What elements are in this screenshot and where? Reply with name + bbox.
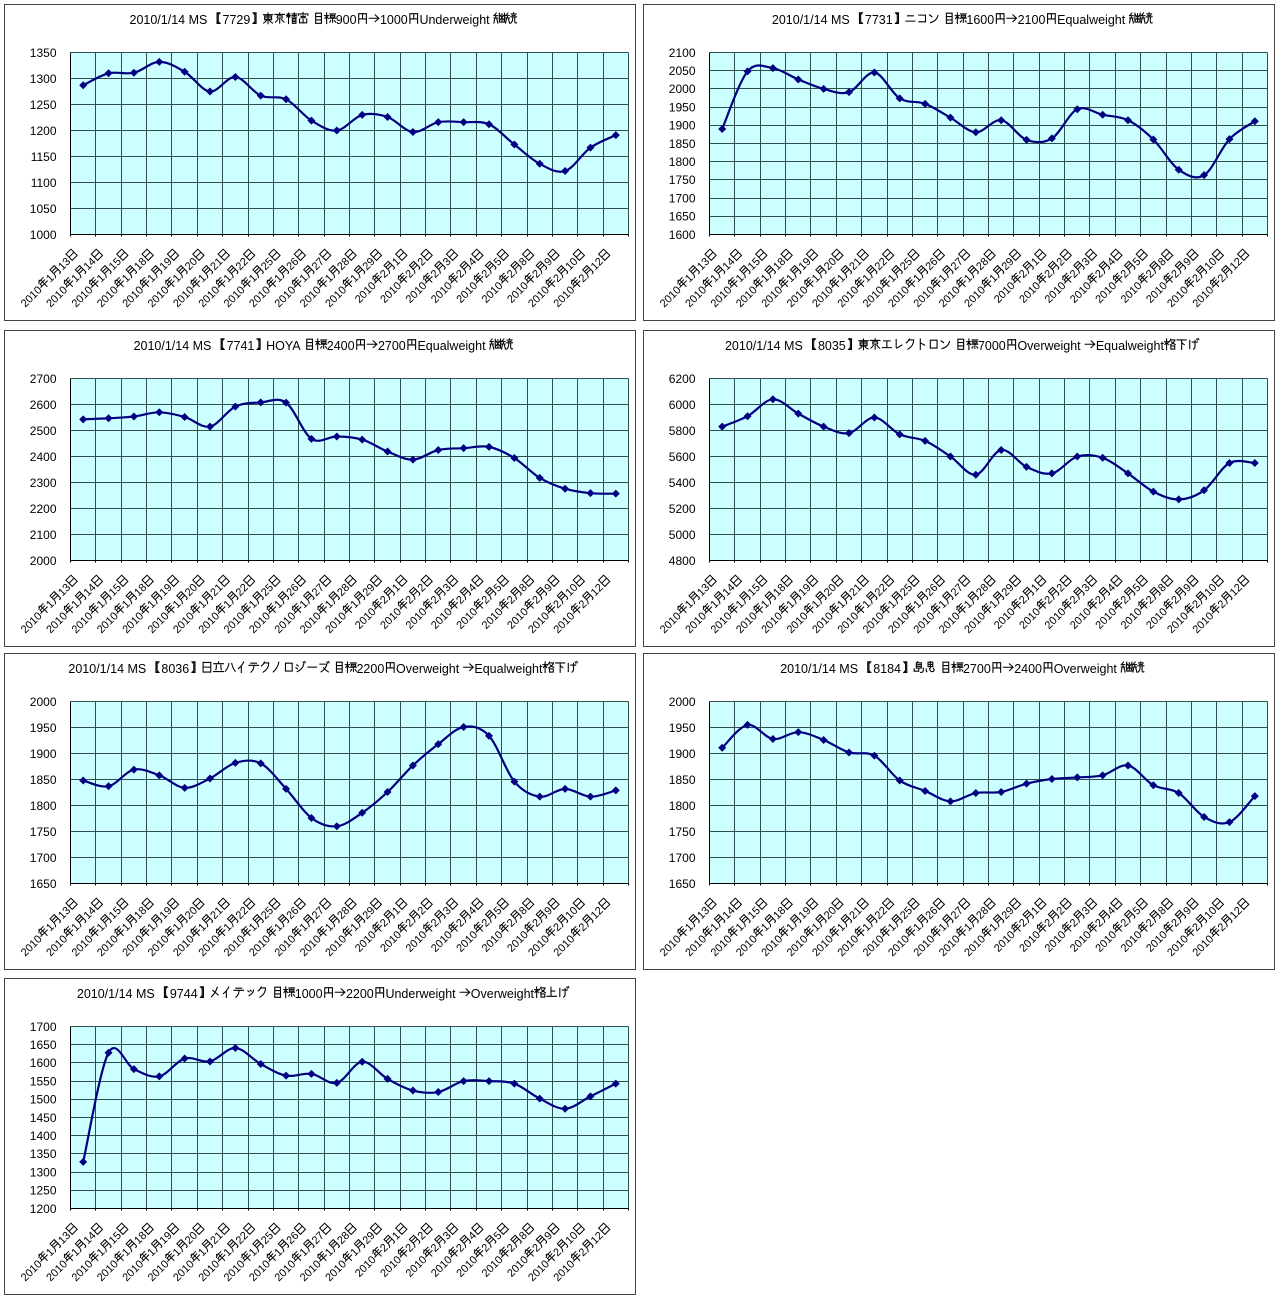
- svg-text:1700: 1700: [30, 851, 57, 865]
- svg-text:1850: 1850: [30, 773, 57, 787]
- svg-text:Underweight: Underweight: [419, 13, 490, 27]
- svg-text:1350: 1350: [30, 1147, 57, 1161]
- svg-text:1000: 1000: [295, 987, 323, 1001]
- svg-text:7741: 7741: [227, 339, 255, 353]
- svg-text:2300: 2300: [30, 476, 57, 490]
- svg-text:7731: 7731: [865, 13, 893, 27]
- svg-text:2010/1/14 MS: 2010/1/14 MS: [77, 987, 155, 1001]
- svg-text:Overweight: Overweight: [1054, 662, 1118, 676]
- svg-text:2000: 2000: [30, 695, 57, 709]
- svg-text:2700: 2700: [963, 662, 991, 676]
- svg-text:2400: 2400: [327, 339, 355, 353]
- svg-text:1050: 1050: [30, 202, 57, 216]
- svg-text:1000: 1000: [30, 228, 57, 242]
- svg-text:1800: 1800: [669, 155, 696, 169]
- svg-text:1300: 1300: [30, 1165, 57, 1179]
- svg-text:7000: 7000: [978, 339, 1006, 353]
- svg-text:1650: 1650: [30, 1038, 57, 1052]
- svg-text:7729: 7729: [223, 13, 251, 27]
- svg-text:1650: 1650: [669, 210, 696, 224]
- svg-text:2700: 2700: [30, 372, 57, 386]
- svg-text:8036: 8036: [161, 662, 189, 676]
- svg-text:1750: 1750: [669, 173, 696, 187]
- svg-text:2400: 2400: [1014, 662, 1042, 676]
- svg-text:2010/1/14 MS: 2010/1/14 MS: [68, 662, 146, 676]
- svg-text:1850: 1850: [669, 773, 696, 787]
- svg-text:1700: 1700: [30, 1020, 57, 1034]
- svg-text:1100: 1100: [31, 176, 57, 190]
- svg-text:2000: 2000: [30, 554, 57, 568]
- svg-text:1700: 1700: [669, 191, 696, 205]
- svg-text:2010/1/14 MS: 2010/1/14 MS: [134, 339, 212, 353]
- svg-text:2600: 2600: [30, 398, 57, 412]
- svg-text:Equalweight: Equalweight: [474, 662, 543, 676]
- svg-text:1600: 1600: [30, 1056, 57, 1070]
- svg-text:1950: 1950: [30, 721, 57, 735]
- svg-text:2050: 2050: [669, 64, 696, 78]
- svg-text:2100: 2100: [30, 528, 57, 542]
- svg-text:Overweight: Overweight: [1017, 339, 1081, 353]
- svg-text:2010/1/14 MS: 2010/1/14 MS: [725, 339, 803, 353]
- svg-text:5400: 5400: [669, 476, 696, 490]
- svg-text:Overweight: Overweight: [471, 987, 535, 1001]
- svg-text:2700: 2700: [378, 339, 406, 353]
- svg-text:1700: 1700: [669, 851, 696, 865]
- svg-text:5800: 5800: [669, 424, 696, 438]
- svg-text:9744: 9744: [170, 987, 198, 1001]
- svg-text:Equalweight: Equalweight: [1057, 13, 1126, 27]
- svg-text:1300: 1300: [30, 72, 57, 86]
- svg-text:2200: 2200: [346, 987, 374, 1001]
- svg-text:1250: 1250: [30, 1184, 57, 1198]
- svg-text:2200: 2200: [30, 502, 57, 516]
- svg-text:1850: 1850: [669, 137, 696, 151]
- svg-text:6200: 6200: [669, 372, 696, 386]
- svg-text:1550: 1550: [30, 1074, 57, 1088]
- svg-text:1950: 1950: [669, 721, 696, 735]
- svg-text:1900: 1900: [669, 747, 696, 761]
- svg-text:4800: 4800: [669, 554, 696, 568]
- svg-text:1750: 1750: [30, 825, 57, 839]
- svg-text:2010/1/14 MS: 2010/1/14 MS: [772, 13, 850, 27]
- svg-text:Underweight: Underweight: [385, 987, 456, 1001]
- svg-text:1900: 1900: [669, 119, 696, 133]
- svg-text:1200: 1200: [30, 1202, 57, 1216]
- svg-text:1900: 1900: [30, 747, 57, 761]
- svg-text:2100: 2100: [669, 46, 696, 60]
- svg-text:2000: 2000: [669, 695, 696, 709]
- svg-text:5200: 5200: [669, 502, 696, 516]
- svg-text:HOYA: HOYA: [266, 339, 301, 353]
- svg-text:1450: 1450: [30, 1111, 57, 1125]
- svg-text:1950: 1950: [669, 100, 696, 114]
- svg-text:6000: 6000: [669, 398, 696, 412]
- svg-text:1650: 1650: [669, 877, 696, 891]
- svg-text:1150: 1150: [31, 150, 57, 164]
- svg-text:2400: 2400: [30, 450, 57, 464]
- svg-text:2010/1/14 MS: 2010/1/14 MS: [780, 662, 858, 676]
- svg-text:5600: 5600: [669, 450, 696, 464]
- svg-text:1600: 1600: [669, 228, 696, 242]
- svg-text:2000: 2000: [669, 82, 696, 96]
- svg-text:1500: 1500: [30, 1093, 57, 1107]
- svg-text:1000: 1000: [380, 13, 408, 27]
- svg-text:8035: 8035: [818, 339, 846, 353]
- svg-text:1650: 1650: [30, 877, 57, 891]
- svg-text:2100: 2100: [1018, 13, 1046, 27]
- svg-text:1800: 1800: [30, 799, 57, 813]
- svg-text:1350: 1350: [30, 46, 57, 60]
- svg-text:2200: 2200: [356, 662, 384, 676]
- svg-text:2500: 2500: [30, 424, 57, 438]
- svg-text:Overweight: Overweight: [396, 662, 460, 676]
- svg-text:900: 900: [336, 13, 357, 27]
- svg-text:8184: 8184: [873, 662, 901, 676]
- svg-text:5000: 5000: [669, 528, 696, 542]
- svg-text:1400: 1400: [30, 1129, 57, 1143]
- svg-text:1600: 1600: [966, 13, 994, 27]
- svg-text:1750: 1750: [669, 825, 696, 839]
- svg-text:1800: 1800: [669, 799, 696, 813]
- svg-text:1200: 1200: [30, 124, 57, 138]
- svg-text:Equalweight: Equalweight: [1096, 339, 1165, 353]
- svg-text:1250: 1250: [30, 98, 57, 112]
- svg-text:2010/1/14 MS: 2010/1/14 MS: [130, 13, 208, 27]
- svg-text:Equalweight: Equalweight: [417, 339, 486, 353]
